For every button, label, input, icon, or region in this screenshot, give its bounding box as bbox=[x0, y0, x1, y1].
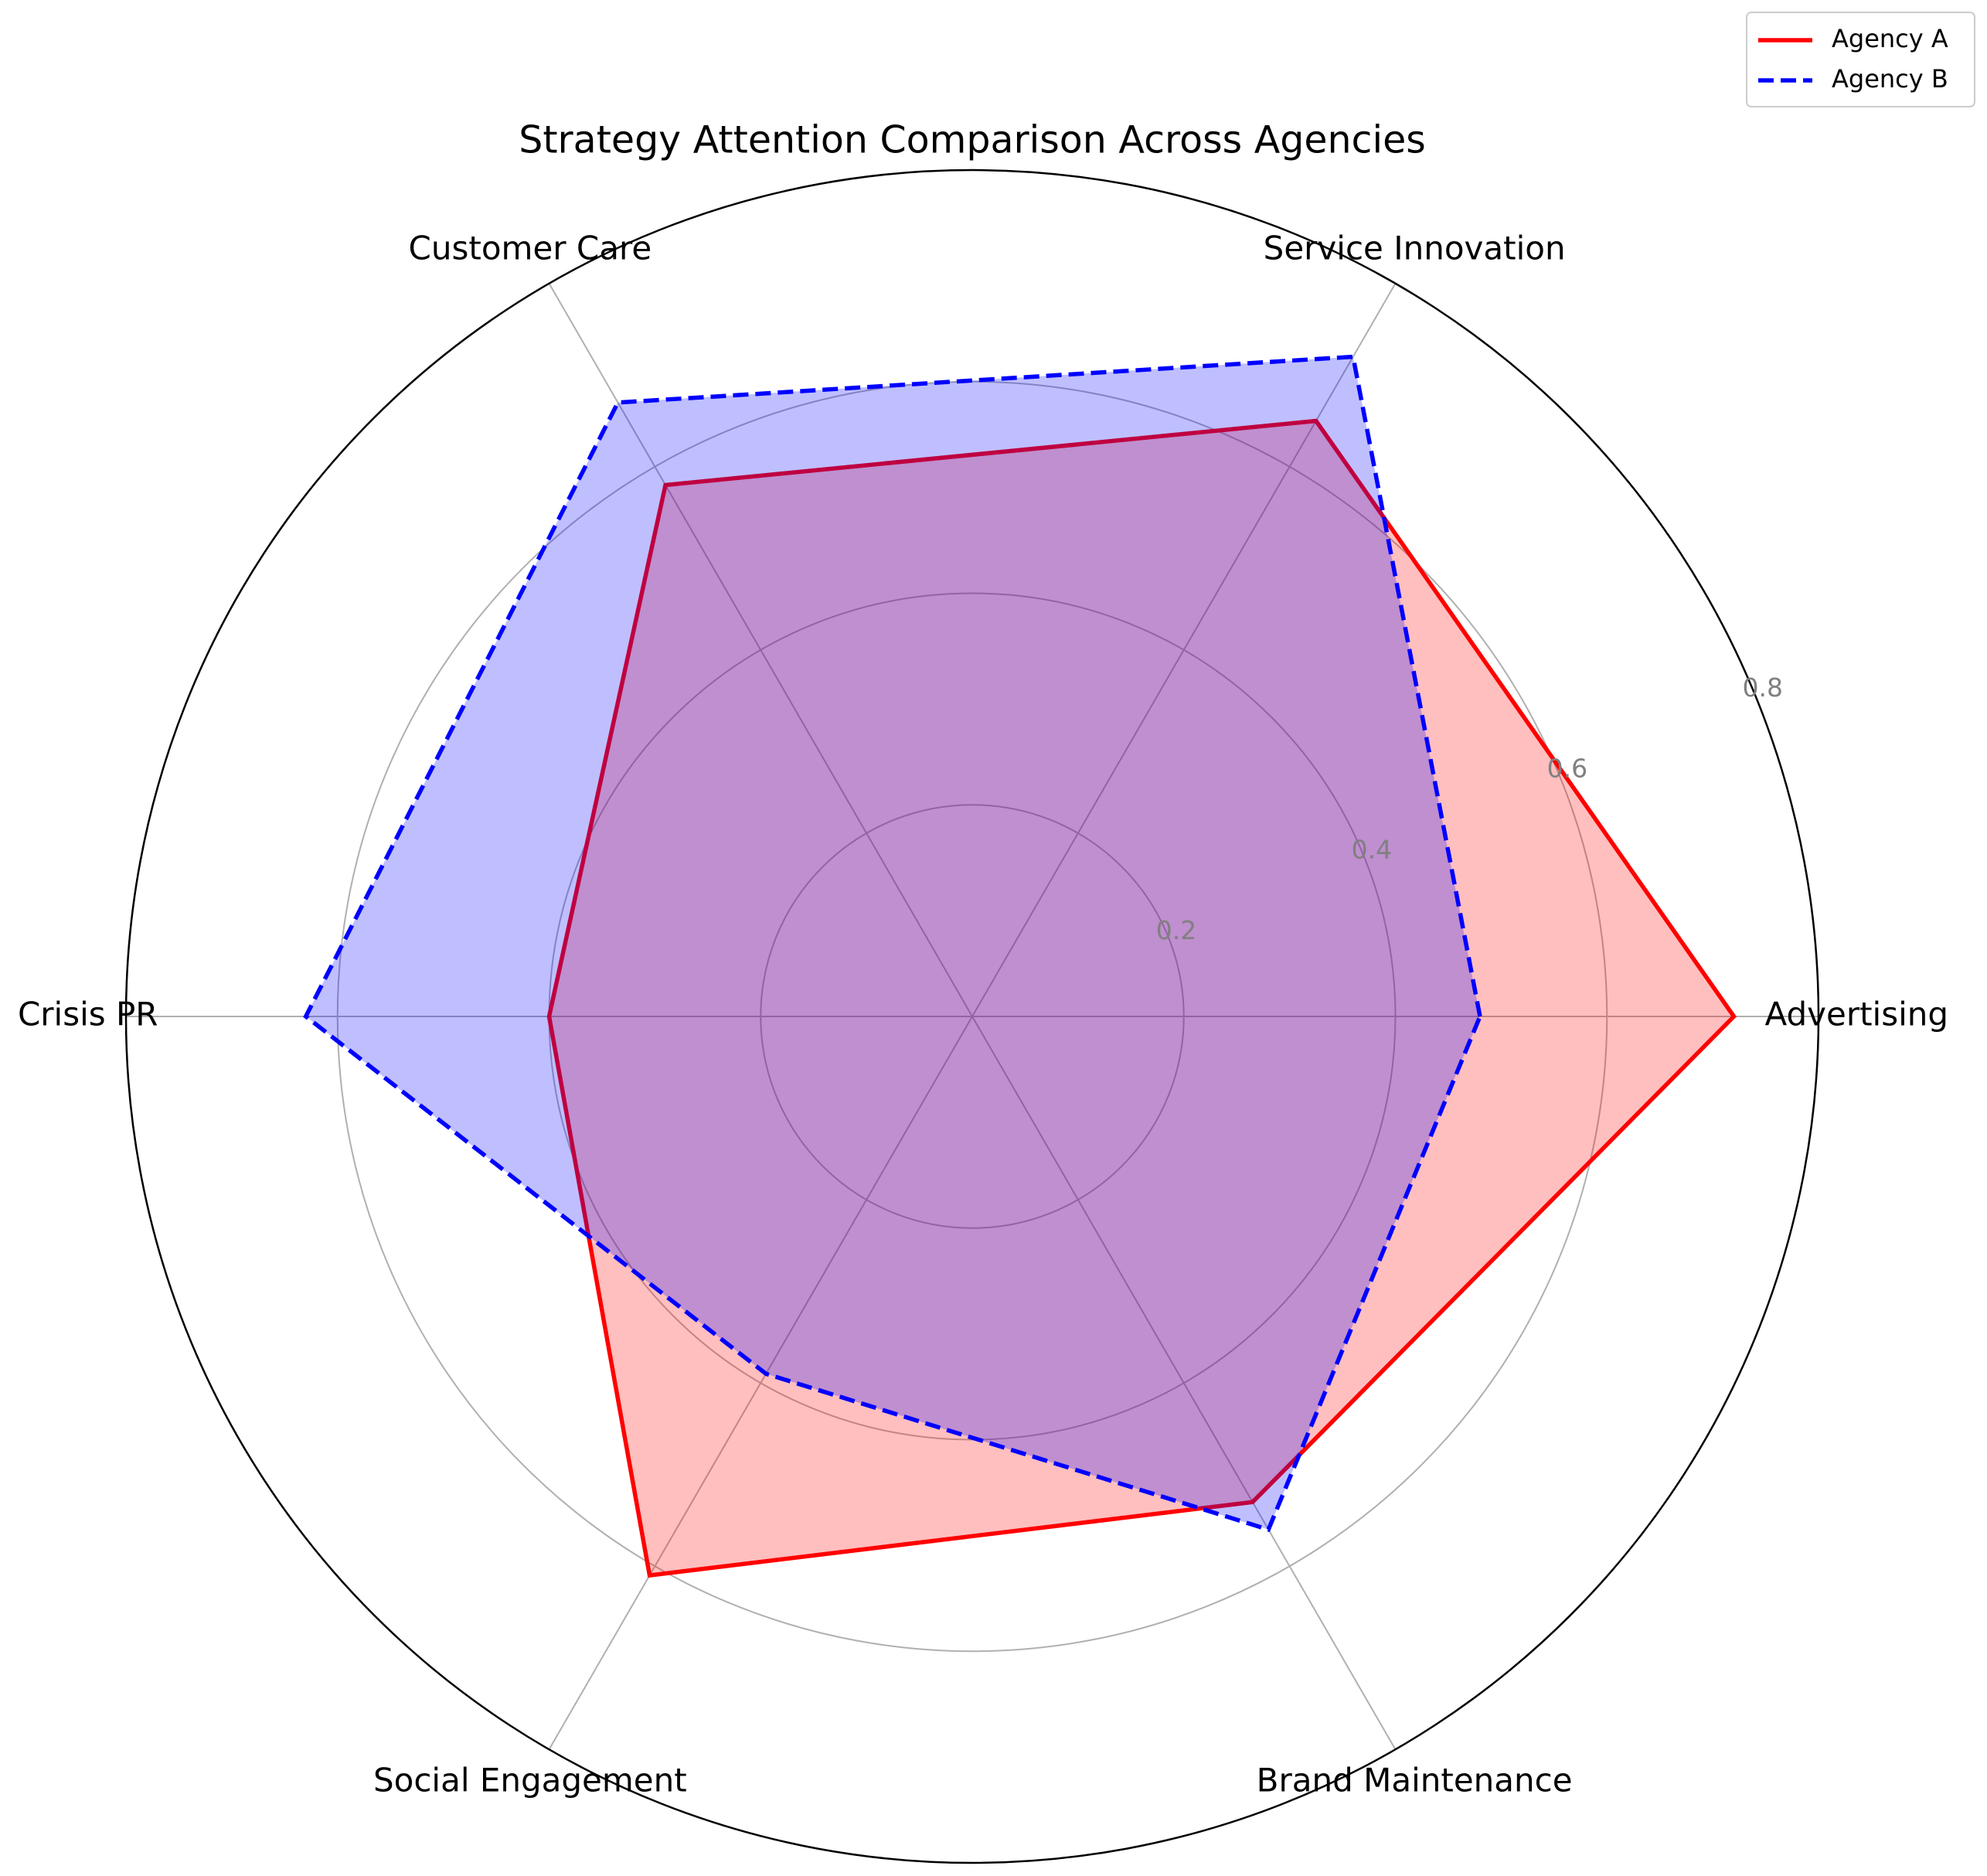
spoke bbox=[971, 283, 1397, 1017]
series-line bbox=[303, 354, 1482, 1533]
category-label: Customer Care bbox=[409, 230, 652, 267]
chart-title: Strategy Attention Comparison Across Age… bbox=[519, 118, 1426, 162]
legend-label: Agency A bbox=[1832, 24, 1948, 53]
series-area bbox=[305, 356, 1480, 1530]
r-tick-label: 0.8 bbox=[1742, 672, 1782, 703]
category-label: Social Engagement bbox=[373, 1761, 687, 1799]
spoke bbox=[971, 1016, 1397, 1750]
legend-label: Agency B bbox=[1832, 64, 1948, 94]
legend: Agency A Agency B bbox=[1746, 12, 1975, 107]
r-tick-label: 0.6 bbox=[1547, 754, 1587, 784]
plot-area bbox=[303, 354, 1737, 1578]
polar-frame bbox=[124, 169, 1820, 1864]
category-label: Brand Maintenance bbox=[1257, 1761, 1573, 1799]
series-area bbox=[549, 420, 1734, 1576]
category-label: Crisis PR bbox=[18, 996, 158, 1033]
r-tick-label: 0.4 bbox=[1352, 834, 1392, 864]
series-line bbox=[546, 418, 1737, 1578]
labels: 0.2 0.4 0.6 0.8 Advertising Service Innovatio… bbox=[18, 230, 1948, 1799]
category-label: Service Innovation bbox=[1264, 230, 1566, 267]
spoke bbox=[548, 283, 973, 1017]
category-label: Advertising bbox=[1764, 996, 1948, 1033]
spoke bbox=[548, 1016, 973, 1750]
r-tick-label: 0.2 bbox=[1156, 915, 1196, 945]
legend-frame bbox=[1746, 12, 1975, 107]
